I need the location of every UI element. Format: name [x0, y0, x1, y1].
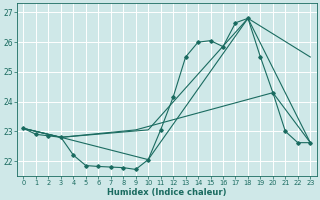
X-axis label: Humidex (Indice chaleur): Humidex (Indice chaleur) [107, 188, 227, 197]
